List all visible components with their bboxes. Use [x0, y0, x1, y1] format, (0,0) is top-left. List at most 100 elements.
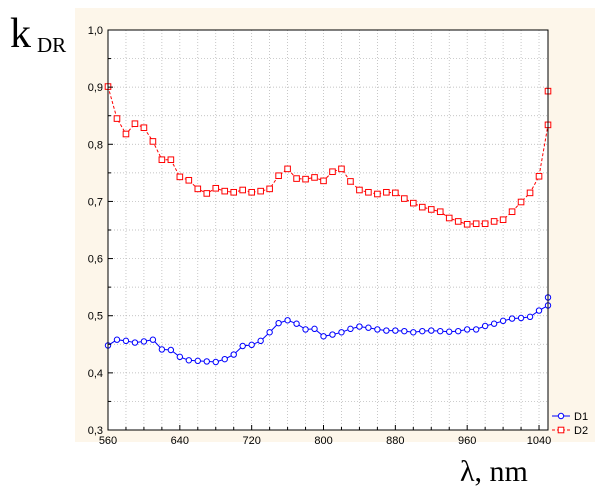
data-point-d2	[302, 175, 309, 183]
y-tick-label: 0,5	[88, 311, 103, 323]
legend-marker-d1	[557, 412, 565, 420]
data-point-d1	[517, 314, 525, 322]
data-point-d1	[320, 333, 327, 340]
y-tick-label: 0,4	[88, 368, 103, 380]
data-point-d1	[176, 353, 184, 361]
data-point-d1	[185, 357, 193, 364]
data-point-d2	[131, 120, 139, 128]
data-point-d1	[257, 337, 264, 345]
data-point-d2	[230, 188, 238, 196]
data-point-d1	[472, 326, 480, 333]
y-axis-label-subscript: DR	[37, 33, 66, 57]
data-point-d1	[113, 336, 121, 343]
data-point-d2	[266, 185, 273, 193]
data-point-d2	[248, 188, 255, 196]
data-point-d2	[383, 188, 390, 196]
data-point-d2	[356, 186, 363, 194]
data-point-d1	[275, 319, 282, 327]
data-point-d2	[535, 172, 543, 180]
data-point-d2	[275, 172, 282, 180]
data-point-d2	[454, 218, 462, 225]
data-point-d1	[526, 313, 534, 321]
data-point-d1	[535, 307, 543, 314]
data-point-d1	[311, 325, 318, 333]
data-point-d1	[463, 326, 471, 333]
data-point-d2	[347, 178, 354, 185]
data-point-d1	[329, 331, 336, 338]
data-point-d1	[230, 351, 237, 358]
data-point-d1	[302, 326, 309, 333]
data-point-d2	[212, 184, 220, 192]
data-point-d2	[239, 186, 246, 194]
data-point-d2	[194, 185, 202, 193]
data-point-d2	[320, 177, 327, 185]
data-point-d2	[490, 218, 498, 225]
x-tick-label: 960	[458, 435, 476, 447]
data-point-d1	[347, 325, 354, 333]
data-point-d2	[427, 206, 435, 213]
data-point-d2	[463, 220, 471, 228]
data-point-d2	[508, 208, 516, 216]
data-point-d1	[212, 358, 219, 366]
data-point-d1	[356, 323, 363, 330]
data-point-d1	[149, 336, 157, 343]
data-point-d1	[167, 346, 175, 354]
x-axis-label: λ, nm	[460, 455, 528, 488]
data-point-d1	[221, 355, 228, 363]
y-tick-label: 0,9	[88, 82, 103, 94]
data-point-d1	[122, 337, 130, 345]
series-markers	[104, 83, 552, 366]
data-point-d2	[410, 199, 417, 207]
data-point-d1	[203, 358, 210, 365]
x-tick-label: 880	[386, 435, 404, 447]
y-tick-label: 0,7	[88, 196, 103, 208]
data-point-d2	[185, 176, 193, 184]
y-tick-label: 0,6	[88, 254, 103, 266]
data-point-d2	[158, 156, 166, 164]
data-point-d2	[257, 187, 264, 195]
y-tick-label: 0,3	[88, 425, 103, 437]
data-point-d2	[149, 138, 157, 145]
data-point-d1	[437, 327, 444, 335]
x-tick-label: 1040	[527, 435, 551, 447]
data-point-d2	[284, 165, 291, 173]
x-tick-label: 560	[99, 435, 117, 447]
data-point-d2	[122, 130, 130, 138]
data-point-d1	[239, 342, 246, 350]
legend-marker-d2	[557, 426, 565, 434]
data-point-d1	[383, 327, 390, 334]
data-point-d2	[113, 115, 121, 122]
data-point-d1	[392, 327, 399, 334]
data-point-d2	[481, 220, 489, 228]
y-axis-label: k	[10, 11, 31, 57]
data-point-d2	[499, 216, 507, 224]
data-point-d2	[517, 198, 525, 206]
legend-label-d1: D1	[574, 411, 588, 423]
data-point-d1	[490, 320, 498, 327]
data-point-d2	[526, 189, 534, 197]
data-point-d1	[365, 324, 372, 331]
data-point-d2	[365, 188, 372, 196]
data-point-d1	[508, 315, 516, 322]
data-point-d1	[158, 346, 166, 353]
data-point-d1	[140, 338, 148, 345]
data-point-d2	[374, 190, 381, 198]
y-tick-label: 1,0	[88, 25, 103, 37]
x-tick-label: 640	[171, 435, 189, 447]
data-point-d2	[176, 173, 184, 181]
data-point-d1	[499, 317, 507, 325]
data-point-d1	[428, 327, 435, 334]
data-point-d1	[284, 317, 291, 324]
data-point-d2	[338, 165, 345, 173]
data-point-d1	[293, 320, 300, 327]
data-point-d1	[401, 327, 408, 335]
data-point-d2	[329, 168, 336, 176]
data-point-d1	[338, 329, 345, 336]
ticks: 560 640 720 800 880 960 1040 0,3 0,4 0,5 0,6 0,7 0,8…	[88, 25, 552, 447]
data-point-d2	[418, 203, 426, 211]
data-point-d1	[248, 341, 255, 349]
data-point-d2	[167, 156, 175, 164]
data-point-d2	[293, 175, 300, 182]
x-tick-label: 800	[314, 435, 332, 447]
